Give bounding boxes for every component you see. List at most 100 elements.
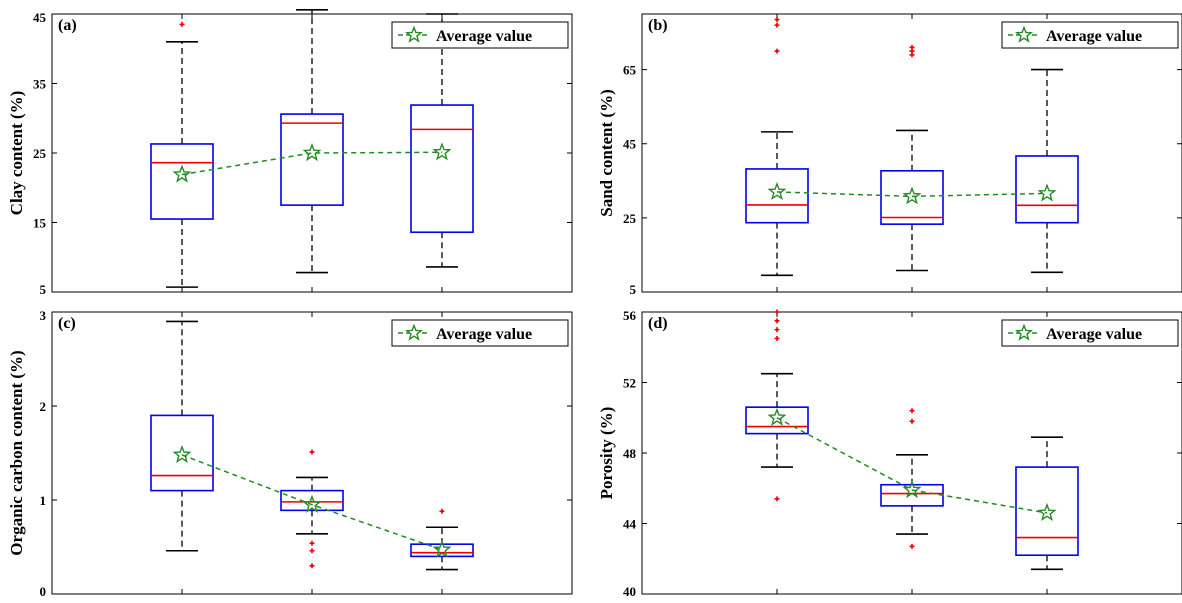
- chart-panel-2: 5 25 45 65 Sand content (%) (b) Average value: [597, 13, 1182, 297]
- legend-star-icon: [1015, 323, 1033, 341]
- iqr-box: [745, 168, 809, 224]
- chart-panel-1: 5 15 25 35 45 Clay content (%) (a) Average valu…: [7, 9, 573, 297]
- box-group-1: [745, 309, 809, 502]
- outlier-marker: [774, 309, 780, 315]
- iqr-box: [410, 543, 474, 558]
- mean-star-marker: [432, 142, 452, 161]
- box-group-3: [1015, 68, 1079, 274]
- y-axis-label: Porosity (%): [597, 407, 616, 500]
- mean-star-marker: [902, 480, 922, 499]
- outlier-marker: [774, 318, 780, 324]
- y-tick-label: 52: [623, 376, 636, 391]
- outlier-marker: [909, 418, 915, 424]
- y-tick-label: 40: [623, 584, 636, 599]
- outlier-marker: [309, 540, 315, 546]
- y-axis-label: Clay content (%): [7, 91, 26, 216]
- box-group-3: [410, 508, 474, 571]
- panel-label: (a): [58, 17, 77, 34]
- outlier-marker: [774, 335, 780, 341]
- outlier-marker: [439, 508, 445, 514]
- mean-star-marker: [767, 407, 787, 426]
- legend-label: Average value: [436, 28, 532, 45]
- mean-star-marker: [1037, 502, 1057, 522]
- y-axis-label: Organic carbon content (%): [7, 350, 26, 555]
- outlier-marker: [774, 48, 780, 54]
- y-tick-label: 2: [40, 399, 47, 414]
- legend: Average value: [391, 319, 569, 347]
- mean-star-marker: [302, 143, 322, 162]
- mean-star-marker: [302, 494, 322, 513]
- legend-star-icon: [1015, 25, 1033, 43]
- mean-line: [181, 454, 443, 551]
- iqr-box: [150, 414, 214, 492]
- box-group-3: [1015, 436, 1079, 571]
- y-tick-label: 44: [623, 517, 637, 532]
- y-tick-label: 0: [40, 584, 47, 599]
- legend-label: Average value: [436, 326, 532, 343]
- legend-box: [1001, 21, 1179, 49]
- legend-label: Average value: [1046, 28, 1142, 45]
- iqr-box: [1015, 466, 1079, 557]
- box-group-1: [150, 21, 214, 288]
- y-tick-label: 5: [40, 282, 47, 297]
- y-tick-label: 48: [623, 446, 637, 461]
- y-tick-label: 5: [630, 282, 637, 297]
- y-tick-label: 1: [40, 493, 47, 508]
- iqr-box: [150, 143, 214, 220]
- box-group-2: [280, 9, 344, 274]
- mean-line: [776, 191, 1048, 198]
- box-group-2: [880, 44, 944, 272]
- legend-star-icon: [405, 25, 423, 43]
- y-tick-label: 35: [33, 77, 47, 92]
- mean-star-marker: [1037, 183, 1057, 202]
- iqr-box: [410, 104, 474, 234]
- legend: Average value: [391, 21, 569, 49]
- outlier-marker: [909, 44, 915, 50]
- iqr-box: [280, 113, 344, 206]
- outlier-marker: [909, 408, 915, 414]
- y-tick-label: 45: [623, 137, 637, 152]
- y-tick-label: 65: [623, 63, 637, 78]
- mean-star-marker: [172, 164, 192, 183]
- mean-star-marker: [902, 186, 922, 205]
- box-group-2: [280, 449, 344, 569]
- y-tick-label: 45: [33, 10, 47, 25]
- mean-line: [181, 151, 443, 176]
- outlier-marker: [774, 496, 780, 502]
- y-tick-label: 25: [33, 146, 47, 161]
- legend-label: Average value: [1046, 326, 1142, 343]
- y-tick-label: 56: [623, 308, 637, 323]
- outlier-marker: [774, 22, 780, 28]
- panel-label: (b): [648, 17, 668, 34]
- iqr-box: [280, 489, 344, 512]
- iqr-box: [745, 406, 809, 435]
- outlier-marker: [179, 21, 185, 27]
- mean-star-marker: [172, 444, 192, 464]
- plot-frame: [641, 311, 1182, 595]
- mean-star-marker: [432, 539, 452, 558]
- chart-panel-4: 40 44 48 52 56 Porosity (%) (d) Average value: [597, 308, 1182, 599]
- iqr-box: [880, 483, 944, 507]
- panel-label: (c): [58, 315, 76, 332]
- outlier-marker: [774, 17, 780, 23]
- legend-box: [391, 21, 569, 49]
- outlier-marker: [309, 563, 315, 569]
- y-axis-label: Sand content (%): [597, 89, 616, 217]
- outlier-marker: [309, 548, 315, 554]
- outlier-marker: [774, 327, 780, 333]
- legend-box: [391, 319, 569, 347]
- legend-box: [1001, 319, 1179, 347]
- box-group-1: [150, 320, 214, 552]
- outlier-marker: [909, 543, 915, 549]
- panel-label: (d): [648, 315, 668, 332]
- iqr-box: [1015, 155, 1079, 224]
- legend: Average value: [1001, 21, 1179, 49]
- box-group-1: [745, 17, 809, 277]
- mean-line: [776, 417, 1048, 514]
- legend: Average value: [1001, 319, 1179, 347]
- y-tick-label: 15: [33, 216, 47, 231]
- chart-panel-3: 0 1 2 3 Organic carbon content (%) (c) Average…: [7, 308, 573, 599]
- mean-star-marker: [767, 181, 787, 201]
- box-group-3: [410, 13, 474, 268]
